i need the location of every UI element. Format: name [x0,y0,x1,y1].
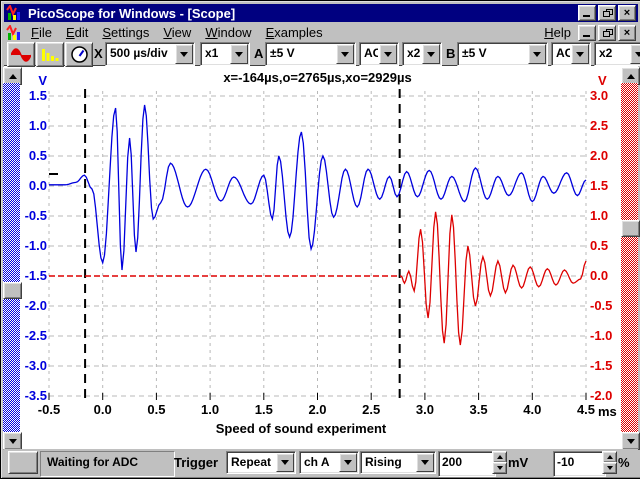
channel-b-range-select[interactable]: ±5 V [457,42,548,66]
trigger-delay-input[interactable]: -10 [553,451,606,477]
scroll-down-button[interactable] [3,432,22,450]
scrollbar-track[interactable] [3,83,20,434]
channel-b-label: B [446,46,456,61]
mdi-restore-button[interactable] [598,24,616,41]
menu-bar: File Edit Settings View Window Examples Help … [4,23,638,42]
channel-b-coupling-select[interactable]: AC [551,42,591,66]
minimize-button[interactable] [578,5,596,21]
status-blank-button[interactable] [8,451,38,474]
x-multiplier-select[interactable]: x1 [200,42,250,66]
chevron-down-icon[interactable] [571,44,589,64]
adc-status: Waiting for ADC [40,451,175,477]
scrollbar-track[interactable] [621,83,638,434]
scroll-down-button[interactable] [621,432,640,450]
chevron-down-icon[interactable] [416,453,434,472]
trigger-label: Trigger [174,455,219,470]
threshold-unit-label: mV [508,455,529,470]
timebase-label: X [94,46,103,61]
meter-gauge-icon [70,46,88,63]
channel-b-offset-scrollbar[interactable] [621,67,640,450]
menu-file[interactable]: File [31,25,52,40]
channel-a-label: A [254,46,264,61]
chevron-down-icon[interactable] [379,44,397,64]
channel-a-coupling-select[interactable]: AC [359,42,399,66]
scope-display-area [4,65,638,450]
mdi-minimize-button[interactable] [578,24,596,41]
picoscope-logo-icon [6,5,20,20]
menu-window[interactable]: Window [205,25,252,40]
trigger-threshold-input[interactable]: 200 [438,451,496,477]
restore-button[interactable] [598,5,616,21]
meter-view-button[interactable] [65,42,93,67]
spin-down-button[interactable] [492,462,507,474]
window-title: PicoScope for Windows - [Scope] [28,5,236,21]
chevron-down-icon[interactable] [630,44,640,64]
chevron-down-icon[interactable] [528,44,546,64]
scrollbar-thumb[interactable] [621,220,640,237]
timebase-select[interactable]: 500 µs/div [105,42,195,66]
spin-down-button[interactable] [602,462,617,474]
menu-view[interactable]: View [163,25,192,40]
status-bar: Waiting for ADC Trigger Repeat ch A Risi… [4,449,638,477]
delay-unit-label: % [618,455,630,470]
menu-examples[interactable]: Examples [265,25,323,40]
close-button[interactable]: × [618,5,636,21]
chevron-down-icon[interactable] [336,44,354,64]
mdi-close-button[interactable]: × [618,24,636,41]
chevron-down-icon[interactable] [339,453,357,472]
trigger-mode-select[interactable]: Repeat [226,451,296,474]
spectrum-view-button[interactable] [36,42,64,67]
channel-a-range-select[interactable]: ±5 V [265,42,356,66]
menu-edit[interactable]: Edit [65,25,89,40]
menu-settings[interactable]: Settings [102,25,150,40]
title-bar: PicoScope for Windows - [Scope] × [4,4,638,22]
channel-a-offset-scrollbar[interactable] [3,67,22,450]
scope-view-button[interactable] [7,42,35,67]
chevron-down-icon[interactable] [276,453,294,472]
sine-wave-icon [11,47,31,62]
spectrum-bars-icon [42,49,59,61]
delay-spinner [602,451,617,474]
document-system-icon [6,24,20,40]
scrollbar-thumb[interactable] [3,282,22,299]
trigger-direction-select[interactable]: Rising [360,451,436,474]
menu-help[interactable]: Help [544,25,571,40]
channel-b-multiplier-select[interactable]: x2 [594,42,640,66]
trigger-source-select[interactable]: ch A [299,451,359,474]
threshold-spinner [492,451,507,474]
chevron-down-icon[interactable] [175,44,193,64]
chevron-down-icon[interactable] [422,44,440,64]
chevron-down-icon[interactable] [230,44,248,64]
toolbar: X 500 µs/div x1 A ±5 V AC x2 B ±5 V AC [4,42,640,67]
channel-a-multiplier-select[interactable]: x2 [402,42,442,66]
